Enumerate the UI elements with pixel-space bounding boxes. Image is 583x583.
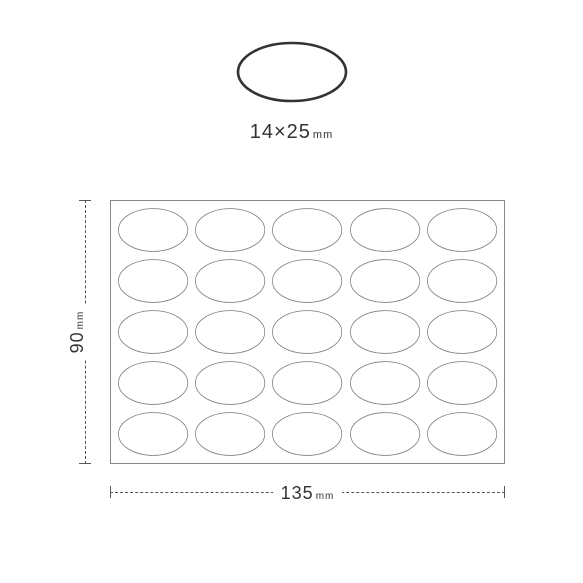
grid-oval: [349, 258, 421, 304]
width-unit: mm: [316, 491, 335, 502]
height-value: 90: [67, 331, 87, 353]
grid-oval: [426, 258, 498, 304]
single-oval-dimension-label: 14×25mm: [0, 121, 583, 144]
grid-oval: [349, 360, 421, 406]
grid-oval: [271, 207, 343, 253]
grid-oval: [194, 309, 266, 355]
grid-oval: [271, 411, 343, 457]
grid-oval: [117, 309, 189, 355]
single-oval-section: 14×25mm: [0, 40, 583, 144]
grid-oval: [117, 207, 189, 253]
grid-oval: [117, 258, 189, 304]
grid-oval: [194, 207, 266, 253]
width-value: 135: [281, 483, 314, 503]
dim-tick: [504, 486, 505, 498]
label-sheet: [110, 200, 505, 464]
grid-oval: [426, 411, 498, 457]
width-label: 135mm: [273, 483, 343, 504]
grid-oval: [271, 309, 343, 355]
grid-oval: [194, 360, 266, 406]
grid-oval: [117, 411, 189, 457]
grid-oval: [117, 360, 189, 406]
grid-oval: [426, 360, 498, 406]
grid-oval: [194, 411, 266, 457]
grid-oval: [349, 411, 421, 457]
grid-oval: [194, 258, 266, 304]
oval-size-value: 14×25: [250, 121, 311, 143]
height-dimension: 90mm: [65, 200, 105, 464]
oval-size-unit: mm: [313, 129, 333, 141]
grid-oval: [271, 360, 343, 406]
grid-oval: [426, 207, 498, 253]
single-oval-icon: [235, 40, 349, 104]
dim-tick: [79, 463, 91, 464]
label-sheet-area: [110, 200, 505, 464]
grid-oval: [271, 258, 343, 304]
grid-oval: [426, 309, 498, 355]
grid-oval: [349, 309, 421, 355]
height-unit: mm: [75, 311, 86, 330]
height-label: 90mm: [67, 305, 88, 360]
grid-oval: [349, 207, 421, 253]
width-dimension: 135mm: [110, 480, 505, 520]
